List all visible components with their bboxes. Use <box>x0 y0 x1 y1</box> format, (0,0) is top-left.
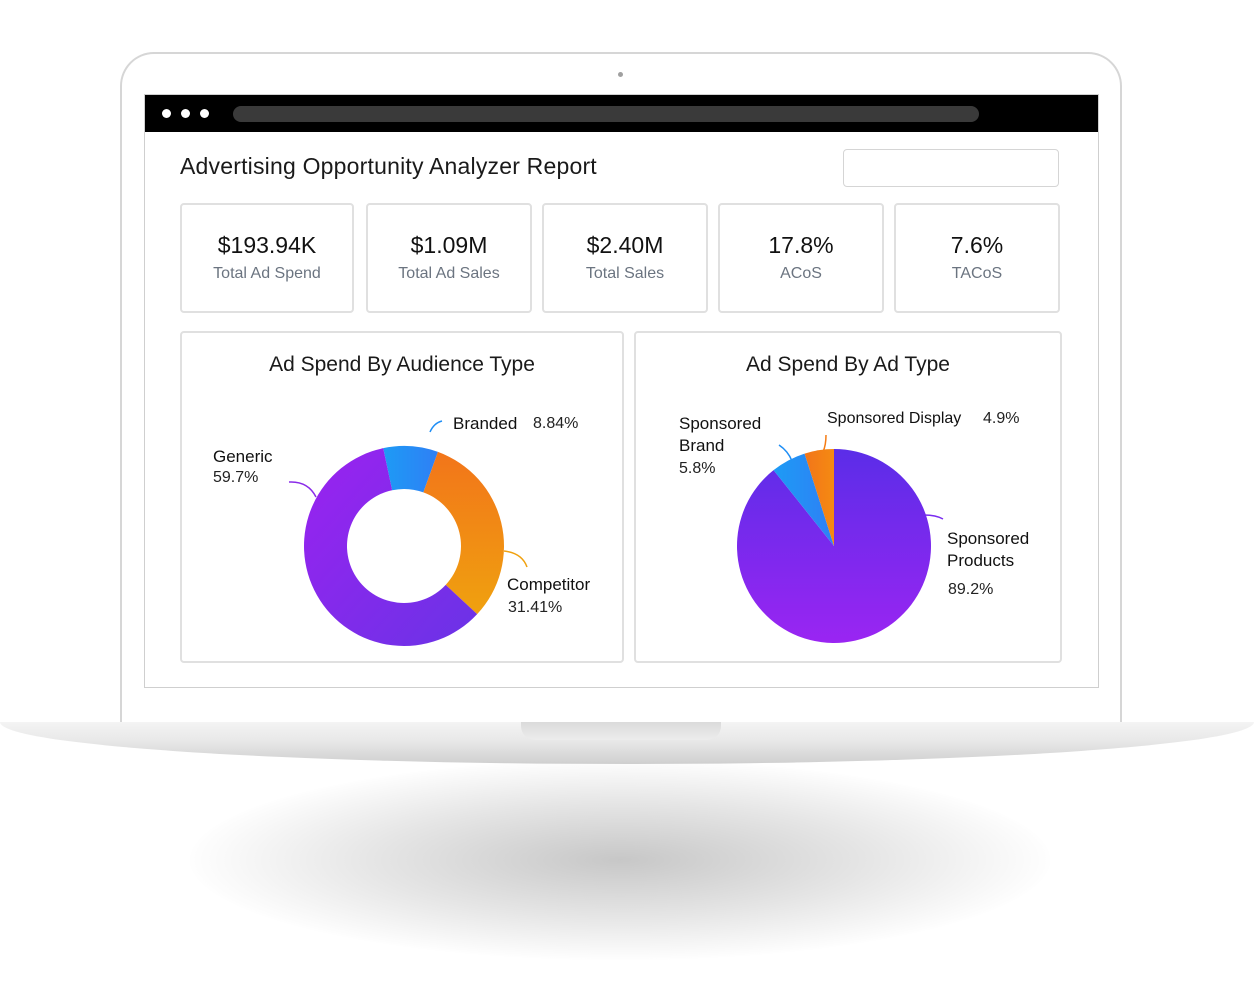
kpi-label: TACoS <box>951 265 1003 282</box>
kpi-value: $1.09M <box>410 232 488 258</box>
address-bar[interactable] <box>233 106 979 122</box>
brand-leader-line <box>778 444 793 462</box>
sponsored-products-percent: 89.2% <box>948 581 994 598</box>
competitor-percent: 31.41% <box>508 599 563 616</box>
sponsored-display-label: Sponsored Display <box>827 410 962 427</box>
kpi-value: $2.40M <box>586 232 664 258</box>
browser-window: Advertising Opportunity Analyzer Report … <box>144 94 1099 688</box>
products-leader-line <box>923 514 944 520</box>
competitor-label: Competitor <box>507 575 591 594</box>
filter-input[interactable] <box>843 149 1059 187</box>
kpi-value: $193.94K <box>217 232 317 258</box>
window-dot-icon[interactable] <box>200 109 209 118</box>
slice-generic[interactable] <box>304 448 478 646</box>
ad-type-panel: Ad Spend By Ad Type Sponsored <box>634 331 1062 663</box>
kpi-value: 17.8% <box>768 232 834 258</box>
kpi-card-tacos: 7.6% TACoS <box>894 203 1060 313</box>
generic-percent: 59.7% <box>213 469 259 486</box>
camera-dot <box>618 72 623 77</box>
generic-leader-line <box>288 481 317 498</box>
audience-type-panel: Ad Spend By Audience Type Brand <box>180 331 624 663</box>
generic-label: Generic <box>213 447 273 466</box>
kpi-card-acos: 17.8% ACoS <box>718 203 884 313</box>
sponsored-products-label-line2: Products <box>947 551 1015 570</box>
audience-donut-chart <box>288 420 528 646</box>
window-dot-icon[interactable] <box>181 109 190 118</box>
kpi-card-total-sales: $2.40M Total Sales <box>542 203 708 313</box>
kpi-label: Total Ad Sales <box>398 265 500 282</box>
sponsored-brand-label-line2: Brand <box>679 436 725 455</box>
sponsored-brand-percent: 5.8% <box>679 460 716 477</box>
chart-title: Ad Spend By Ad Type <box>746 353 950 376</box>
kpi-value: 7.6% <box>950 232 1004 258</box>
slice-branded[interactable] <box>383 446 438 493</box>
window-dot-icon[interactable] <box>162 109 171 118</box>
laptop-notch <box>521 722 721 740</box>
slice-competitor[interactable] <box>423 451 504 615</box>
slice-sponsored-display[interactable] <box>804 449 834 546</box>
chart-title: Ad Spend By Audience Type <box>269 353 535 376</box>
competitor-leader-line <box>503 550 528 568</box>
kpi-label: Total Sales <box>585 265 665 282</box>
browser-toolbar <box>145 95 1098 132</box>
sponsored-display-percent: 4.9% <box>983 410 1020 427</box>
kpi-card-total-ad-spend: $193.94K Total Ad Spend <box>180 203 354 313</box>
kpi-card-total-ad-sales: $1.09M Total Ad Sales <box>366 203 532 313</box>
kpi-label: ACoS <box>780 265 822 282</box>
sponsored-brand-label-line1: Sponsored <box>679 414 762 433</box>
branded-label: Branded <box>453 414 518 433</box>
kpi-label: Total Ad Spend <box>213 265 321 282</box>
ad-type-pie-chart <box>737 434 944 643</box>
branded-percent: 8.84% <box>533 415 579 432</box>
page-title: Advertising Opportunity Analyzer Report <box>180 153 597 179</box>
laptop-shadow <box>190 760 1050 960</box>
slice-sponsored-brand[interactable] <box>773 453 834 546</box>
sponsored-products-label-line1: Sponsored <box>947 529 1030 548</box>
branded-leader-line <box>429 420 443 433</box>
